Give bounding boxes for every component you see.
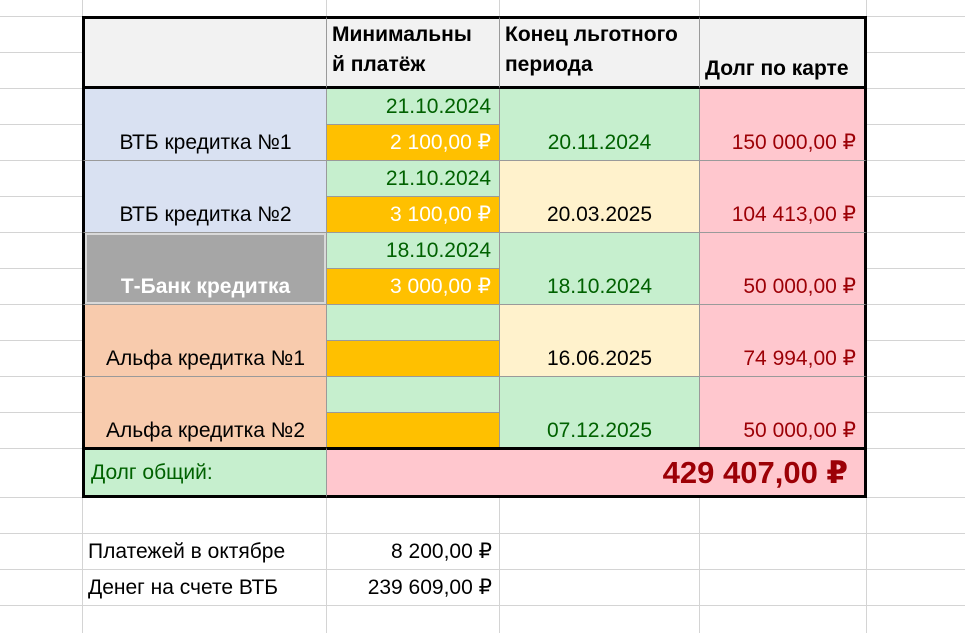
header-min-payment-line1: Минимальны <box>332 23 472 46</box>
total-value-cell[interactable]: 429 407,00 ₽ <box>327 447 867 498</box>
card-debt-cell[interactable]: 150 000,00 ₽ <box>700 89 867 161</box>
min-date: 21.10.2024 <box>385 166 491 190</box>
grace-end-date: 20.03.2025 <box>546 203 653 226</box>
min-amount-cell[interactable] <box>327 341 500 377</box>
grace-end-cell[interactable]: 16.06.2025 <box>500 305 700 377</box>
summary-value-cell[interactable]: 239 609,00 ₽ <box>327 570 500 606</box>
card-name: Альфа кредитка №1 <box>105 347 306 370</box>
header-grace-end-line2: периода <box>505 53 593 76</box>
card-debt-cell[interactable]: 50 000,00 ₽ <box>700 377 867 449</box>
card-name: ВТБ кредитка №1 <box>119 131 292 154</box>
header-grace-end-line1: Конец льготного <box>505 23 678 46</box>
card-debt-cell[interactable]: 104 413,00 ₽ <box>700 161 867 233</box>
total-label: Долг общий: <box>91 460 213 484</box>
header-card-debt[interactable]: Долг по карте <box>700 16 867 89</box>
card-name-cell[interactable]: ВТБ кредитка №1 <box>82 89 327 161</box>
min-amount: 3 000,00 ₽ <box>390 274 491 298</box>
summary-label-cell[interactable]: Платежей в октябре <box>82 534 327 570</box>
grace-end-cell[interactable]: 07.12.2025 <box>500 377 700 449</box>
min-date: 21.10.2024 <box>385 94 491 118</box>
payments-october-label: Платежей в октябре <box>88 540 286 563</box>
card-debt-cell[interactable]: 74 994,00 ₽ <box>700 305 867 377</box>
min-amount-cell[interactable] <box>327 413 500 449</box>
min-date-cell[interactable]: 21.10.2024 <box>327 161 500 197</box>
min-amount: 3 100,00 ₽ <box>390 202 491 226</box>
min-date: 18.10.2024 <box>385 238 491 262</box>
card-debt-value: 150 000,00 ₽ <box>731 131 856 154</box>
min-amount: 2 100,00 ₽ <box>390 130 491 154</box>
card-name: Альфа кредитка №2 <box>105 419 306 442</box>
payments-october-value: 8 200,00 ₽ <box>391 540 492 563</box>
grace-end-date: 18.10.2024 <box>546 275 653 298</box>
card-debt-value: 104 413,00 ₽ <box>731 203 856 226</box>
vtb-balance-label: Денег на счете ВТБ <box>88 576 279 599</box>
card-debt-value: 50 000,00 ₽ <box>743 419 856 442</box>
min-amount-cell[interactable]: 3 100,00 ₽ <box>327 197 500 233</box>
min-amount-cell[interactable]: 3 000,00 ₽ <box>327 269 500 305</box>
min-amount-cell[interactable]: 2 100,00 ₽ <box>327 125 500 161</box>
card-debt-value: 50 000,00 ₽ <box>743 275 856 298</box>
header-card-debt-label: Долг по карте <box>705 57 849 80</box>
total-value: 429 407,00 ₽ <box>662 454 848 490</box>
min-date-cell[interactable]: 18.10.2024 <box>327 233 500 269</box>
header-min-payment[interactable]: Минимальны й платёж <box>327 16 500 89</box>
card-name-cell[interactable]: ВТБ кредитка №2 <box>82 161 327 233</box>
header-blank-cell[interactable] <box>82 16 327 89</box>
card-name-cell[interactable]: Альфа кредитка №2 <box>82 377 327 449</box>
min-date-cell[interactable]: 21.10.2024 <box>327 89 500 125</box>
header-grace-end[interactable]: Конец льготного периода <box>500 16 700 89</box>
grace-end-date: 20.11.2024 <box>547 131 652 154</box>
grace-end-date: 16.06.2025 <box>546 347 653 370</box>
card-name: ВТБ кредитка №2 <box>119 203 292 226</box>
min-date-cell[interactable] <box>327 377 500 413</box>
summary-label-cell[interactable]: Денег на счете ВТБ <box>82 570 327 606</box>
summary-value-cell[interactable]: 8 200,00 ₽ <box>327 534 500 570</box>
min-date-cell[interactable] <box>327 305 500 341</box>
vtb-balance-value: 239 609,00 ₽ <box>367 576 492 599</box>
card-debt-cell[interactable]: 50 000,00 ₽ <box>700 233 867 305</box>
grace-end-cell[interactable]: 18.10.2024 <box>500 233 700 305</box>
grace-end-date: 07.12.2025 <box>546 419 653 442</box>
header-min-payment-line2: й платёж <box>332 53 426 76</box>
card-name: Т-Банк кредитка <box>120 275 291 298</box>
card-name-cell[interactable]: Т-Банк кредитка <box>82 233 327 305</box>
total-label-cell[interactable]: Долг общий: <box>82 447 327 498</box>
grace-end-cell[interactable]: 20.11.2024 <box>500 89 700 161</box>
card-debt-value: 74 994,00 ₽ <box>743 347 856 370</box>
grace-end-cell[interactable]: 20.03.2025 <box>500 161 700 233</box>
card-name-cell[interactable]: Альфа кредитка №1 <box>82 305 327 377</box>
